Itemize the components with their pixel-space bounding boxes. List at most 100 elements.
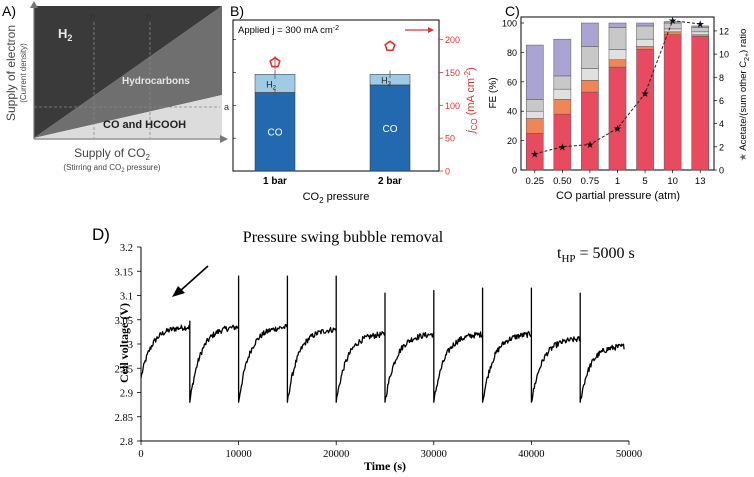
fe-bar-2-6: [663, 31, 682, 36]
jco-marker-1: [269, 56, 281, 68]
panel-d-y-tick-label-1: 2.85: [115, 413, 133, 424]
panel-b-right-tick-label-150: 150: [445, 68, 460, 78]
panel-c-category-6: 10: [667, 176, 678, 187]
panel-b: B) Applied j = 300 mA cm-2 CO H2 CO H2 1 ba…: [230, 3, 479, 205]
panel-d-y-tick-label-5: 3.05: [115, 316, 133, 327]
ratio-point-1: ★: [530, 149, 539, 160]
panel-d-y-tick-label-4: 3: [128, 340, 133, 351]
panel-b-label: B): [230, 3, 244, 19]
panel-d-annotation: tHP = 5000 s: [557, 245, 635, 265]
panel-c-right-tick-label-2: 2: [719, 142, 724, 152]
panel-d-title: Pressure swing bubble removal: [243, 229, 444, 246]
panel-d-x-tick-label-30000: 30000: [421, 449, 447, 460]
ratio-point-7: ★: [696, 19, 705, 30]
panel-c-right-tick-label-0: 0: [719, 166, 724, 176]
jco-marker-2: [384, 40, 396, 52]
panel-c-right-y-label: ★ Acetate/(sum other C2+) ratio: [738, 29, 751, 162]
panel-b-category-1: 1 bar: [263, 176, 287, 187]
panel-c-left-tick-label-80: 80: [507, 48, 517, 58]
ratio-series-line: [534, 19, 701, 155]
fe-bar-3-5: [636, 38, 654, 47]
panel-b-frame: [232, 19, 440, 172]
panel-d-y-label: Cell voltage (V): [117, 303, 131, 383]
panel-c-right-tick-label-10: 10: [719, 50, 729, 60]
panel-c-bars: [525, 21, 710, 171]
mark-b2: b': [146, 12, 153, 22]
bar-h2-label-1: H2: [266, 79, 277, 91]
ratio-point-6: ★: [668, 16, 677, 27]
fe-bar-5-3: [581, 22, 599, 47]
fe-bar-2-3: [581, 80, 599, 93]
panel-c-left-axis: 0 20 40 60 80 100: [502, 19, 524, 176]
fe-bar-3-7: [691, 31, 710, 36]
panel-c-category-4: 1: [615, 176, 620, 187]
panel-d: D) Pressure swing bubble removal tHP = 5…: [92, 225, 642, 473]
region-co-area: [34, 95, 222, 138]
fe-bar-4-2: [553, 75, 572, 90]
fe-bar-3-2: [553, 88, 572, 100]
panel-d-x-tick-label-20000: 20000: [323, 449, 349, 460]
fe-bar-2-4: [608, 59, 627, 68]
panel-a-x-label: Supply of CO2: [74, 146, 150, 162]
panel-c-category-1: 0.25: [526, 176, 545, 187]
panel-d-y-tick-label-2: 2.9: [120, 389, 133, 400]
fe-bar-5-6: [663, 21, 682, 24]
panel-d-y-tick-label-6: 3.1: [120, 292, 133, 303]
panel-b-annotation: Applied j = 300 mA cm-2: [238, 25, 339, 36]
panel-a-label: A): [2, 3, 16, 19]
region-hydrocarbons-label: Hydrocarbons: [122, 76, 190, 87]
mark-a: a: [224, 102, 229, 112]
panel-b-right-y-label: jCO (mA cm-2): [463, 67, 479, 135]
panel-d-x-ticks: 0 10000 20000 30000 40000 50000: [138, 441, 642, 460]
ratio-point-2: ★: [558, 142, 567, 153]
panel-a-x-sublabel: (Stirring and CO2 pressure): [63, 163, 160, 174]
panel-c-ratio-line: ★ ★ ★ ★ ★ ★ ★: [530, 16, 704, 160]
panel-b-right-tick-label-200: 200: [445, 35, 460, 45]
panel-d-label: D): [92, 225, 110, 244]
panel-c-right-axis: 0 2 4 6 8 10 12: [714, 26, 729, 176]
panel-b-axis-pointer-arrow-icon: [428, 27, 434, 33]
panel-d-x-tick-label-10000: 10000: [225, 449, 251, 460]
fe-bar-4-5: [636, 25, 654, 40]
panel-d-y-tick-label-0: 2.8: [120, 437, 133, 448]
fe-bar-4-4: [608, 27, 627, 50]
panel-d-x-tick-label-50000: 50000: [616, 449, 642, 460]
region-co-label: CO and HCOOH: [103, 119, 186, 131]
panel-a-y-label: Supply of electron: [4, 25, 18, 121]
bar-co-1: [254, 92, 296, 172]
panel-c-categories: 0.25 0.50 0.75 1 5 10 13: [526, 170, 706, 187]
region-h2-label: H2: [58, 26, 72, 43]
panel-d-voltage-trace: [140, 275, 625, 403]
fe-bar-2-1: [525, 118, 544, 134]
panel-d-arrow-head-icon: [172, 286, 185, 297]
fe-bar-5-7: [691, 25, 710, 28]
fe-bar-5-1: [525, 44, 544, 100]
fe-bar-2-2: [553, 99, 572, 115]
fe-bar-2-5: [636, 46, 654, 50]
panel-d-x-tick-label-40000: 40000: [518, 449, 544, 460]
panel-d-y-tick-label-3: 2.95: [115, 364, 133, 375]
fe-bar-3-4: [608, 49, 627, 60]
panel-a: A) b b' a H2 Hydrocarbons CO and HCOOH S…: [2, 1, 229, 174]
fe-bar-1-4: [608, 66, 627, 171]
panel-d-y-ticks: 2.8 2.85 2.9 2.95 3 3.05 3.1 3.15 3.2: [115, 243, 141, 448]
fe-bar-5-5: [636, 22, 654, 27]
panel-d-y-tick-label-7: 3.15: [115, 267, 133, 278]
panel-c-right-tick-label-12: 12: [719, 26, 729, 36]
fe-bar-3-6: [663, 28, 682, 33]
panel-b-x-label: CO2 pressure: [303, 191, 370, 205]
panel-c-category-2: 0.50: [553, 176, 572, 187]
panel-d-x-tick-label-0: 0: [138, 449, 143, 460]
fe-bar-1-6: [663, 34, 682, 171]
panel-b-right-tick-label-50: 50: [445, 134, 455, 144]
fe-bar-4-3: [581, 46, 599, 69]
panel-c-y-label: FE (%): [488, 77, 499, 108]
panel-c-right-tick-label-6: 6: [719, 96, 724, 106]
panel-c-category-3: 0.75: [581, 176, 600, 187]
panel-d-arrow-line: [179, 265, 209, 292]
panel-c-x-label: CO partial pressure (atm): [556, 190, 680, 202]
fe-bar-5-2: [553, 38, 572, 77]
panel-c-left-tick-label-40: 40: [507, 107, 517, 117]
